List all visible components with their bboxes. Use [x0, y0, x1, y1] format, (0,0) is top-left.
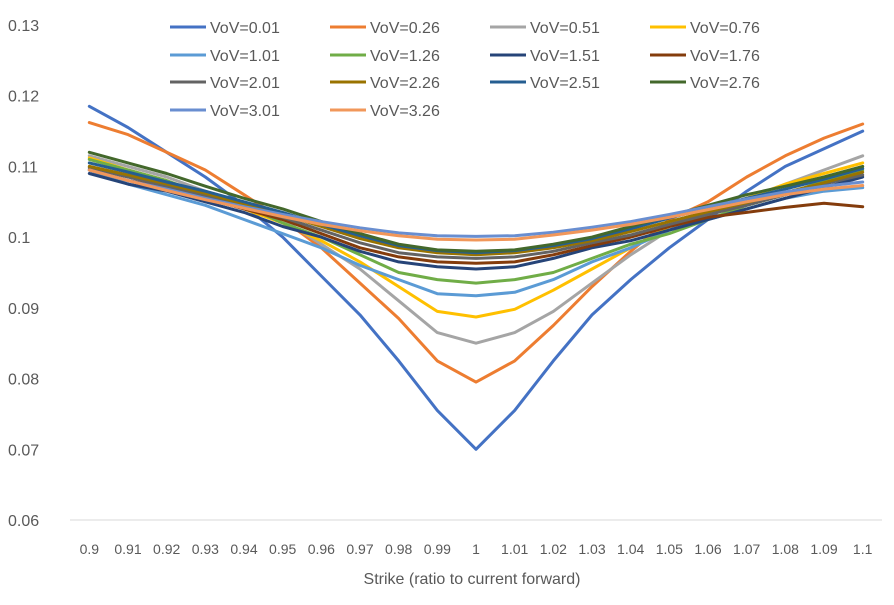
x-tick-label: 0.92	[153, 541, 180, 557]
legend-item: VoV=3.26	[330, 103, 440, 120]
legend-label: VoV=2.26	[370, 75, 440, 92]
x-tick-label: 0.95	[269, 541, 296, 557]
legend-label: VoV=0.51	[530, 20, 600, 37]
y-tick-label: 0.12	[8, 89, 39, 106]
legend-item: VoV=2.76	[650, 75, 760, 92]
legend-label: VoV=3.26	[370, 103, 440, 120]
series-line-vov-3-26	[87, 168, 865, 242]
series-line-vov-0-26	[87, 121, 865, 384]
legend-label: VoV=1.76	[690, 48, 760, 65]
x-tick-label: 0.97	[346, 541, 373, 557]
y-tick-label: 0.07	[8, 442, 39, 459]
y-tick-label: 0.11	[8, 159, 38, 176]
legend-item: VoV=2.26	[330, 75, 440, 92]
legend-label: VoV=0.26	[370, 20, 440, 37]
y-tick-label: 0.09	[8, 301, 39, 318]
x-tick-label: 1.07	[733, 541, 760, 557]
legend-item: VoV=1.01	[170, 48, 280, 65]
x-tick-label: 0.98	[385, 541, 412, 557]
x-tick-label: 0.9	[80, 541, 100, 557]
x-tick-label: 1.1	[853, 541, 873, 557]
x-tick-label: 0.96	[308, 541, 335, 557]
legend-item: VoV=2.51	[490, 75, 600, 92]
x-axis-title: Strike (ratio to current forward)	[364, 571, 581, 588]
legend-item: VoV=1.26	[330, 48, 440, 65]
legend-label: VoV=2.76	[690, 75, 760, 92]
legend-label: VoV=0.76	[690, 20, 760, 37]
x-tick-label: 0.99	[424, 541, 451, 557]
legend-label: VoV=3.01	[210, 103, 280, 120]
legend-item: VoV=1.76	[650, 48, 760, 65]
y-tick-label: 0.1	[8, 230, 30, 247]
legend-item: VoV=3.01	[170, 103, 280, 120]
legend-label: VoV=1.01	[210, 48, 280, 65]
legend-item: VoV=1.51	[490, 48, 600, 65]
legend-item: VoV=0.51	[490, 20, 600, 37]
x-tick-label: 1.04	[617, 541, 644, 557]
x-tick-label: 1.03	[578, 541, 605, 557]
x-tick-label: 1.05	[656, 541, 683, 557]
legend-label: VoV=1.26	[370, 48, 440, 65]
y-tick-label: 0.13	[8, 18, 39, 35]
y-tick-label: 0.08	[8, 372, 39, 389]
x-tick-label: 1.08	[772, 541, 799, 557]
legend-item: VoV=0.26	[330, 20, 440, 37]
x-tick-label: 1.01	[501, 541, 528, 557]
series-line-vov-1-51	[87, 172, 865, 271]
series-lines	[87, 104, 865, 451]
legend-label: VoV=0.01	[210, 20, 280, 37]
x-tick-label: 0.94	[230, 541, 257, 557]
x-tick-label: 1.02	[540, 541, 567, 557]
y-tick-label: 0.06	[8, 513, 39, 530]
x-tick-label: 0.93	[192, 541, 219, 557]
x-tick-label: 1.06	[694, 541, 721, 557]
legend-item: VoV=0.76	[650, 20, 760, 37]
legend-item: VoV=2.01	[170, 75, 280, 92]
axes: 0.06 0.07 0.08 0.09 0.1 0.11 0.12 0.13 0.9 0.91 0.…	[8, 18, 882, 557]
series-line-vov-2-76	[87, 150, 865, 253]
legend-label: VoV=1.51	[530, 48, 600, 65]
legend-label: VoV=2.51	[530, 75, 600, 92]
legend: VoV=0.01 VoV=0.26 VoV=0.51 VoV=0.76 VoV=1.01…	[170, 20, 760, 120]
legend-label: VoV=2.01	[210, 75, 280, 92]
x-tick-label: 1.09	[810, 541, 837, 557]
x-tick-label: 0.91	[114, 541, 141, 557]
x-tick-label: 1	[472, 541, 480, 557]
legend-item: VoV=0.01	[170, 20, 280, 37]
